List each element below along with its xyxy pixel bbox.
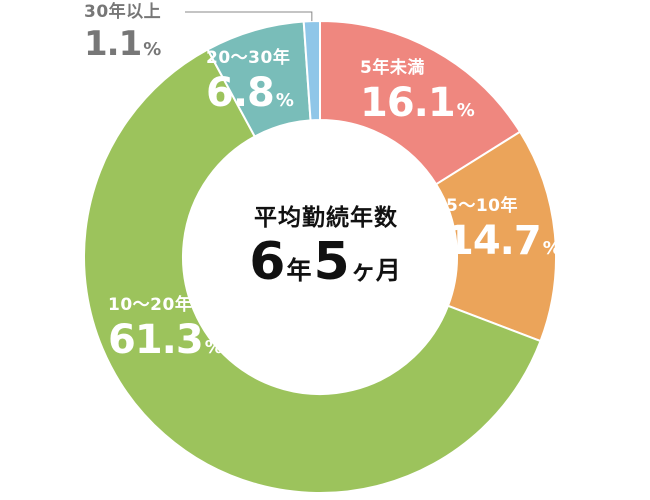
category-label: 5〜10年	[446, 196, 518, 216]
months-unit: ヶ月	[350, 256, 401, 285]
slice-over-30-years	[302, 19, 321, 122]
value-label: 16.1%	[360, 80, 475, 126]
slice-10-20-years	[83, 48, 542, 494]
label-10-20-years: 10〜20年 61.3%	[108, 295, 223, 363]
label-under-5-years: 5年未満 16.1%	[360, 58, 475, 126]
value-label: 6.8%	[206, 70, 294, 116]
value-label: 14.7%	[446, 218, 561, 264]
months-value: 5	[313, 232, 350, 292]
value-label: 1.1%	[84, 24, 162, 64]
years-unit: 年	[286, 256, 312, 285]
category-label: 30年以上	[84, 2, 162, 22]
slice-5-10-years	[434, 130, 557, 343]
center-title: 平均勤続年数	[254, 205, 398, 231]
years-value: 6	[249, 232, 285, 292]
value-label: 61.3%	[108, 317, 223, 363]
center-value: 6年5ヶ月	[231, 236, 421, 288]
category-label: 5年未満	[360, 58, 425, 78]
label-5-10-years: 5〜10年 14.7%	[446, 196, 561, 264]
category-label: 20〜30年	[206, 48, 291, 68]
label-over-30-years: 30年以上 1.1%	[84, 2, 162, 64]
label-20-30-years: 20〜30年 6.8%	[206, 48, 294, 116]
leader-line	[185, 11, 313, 22]
category-label: 10〜20年	[108, 295, 193, 315]
